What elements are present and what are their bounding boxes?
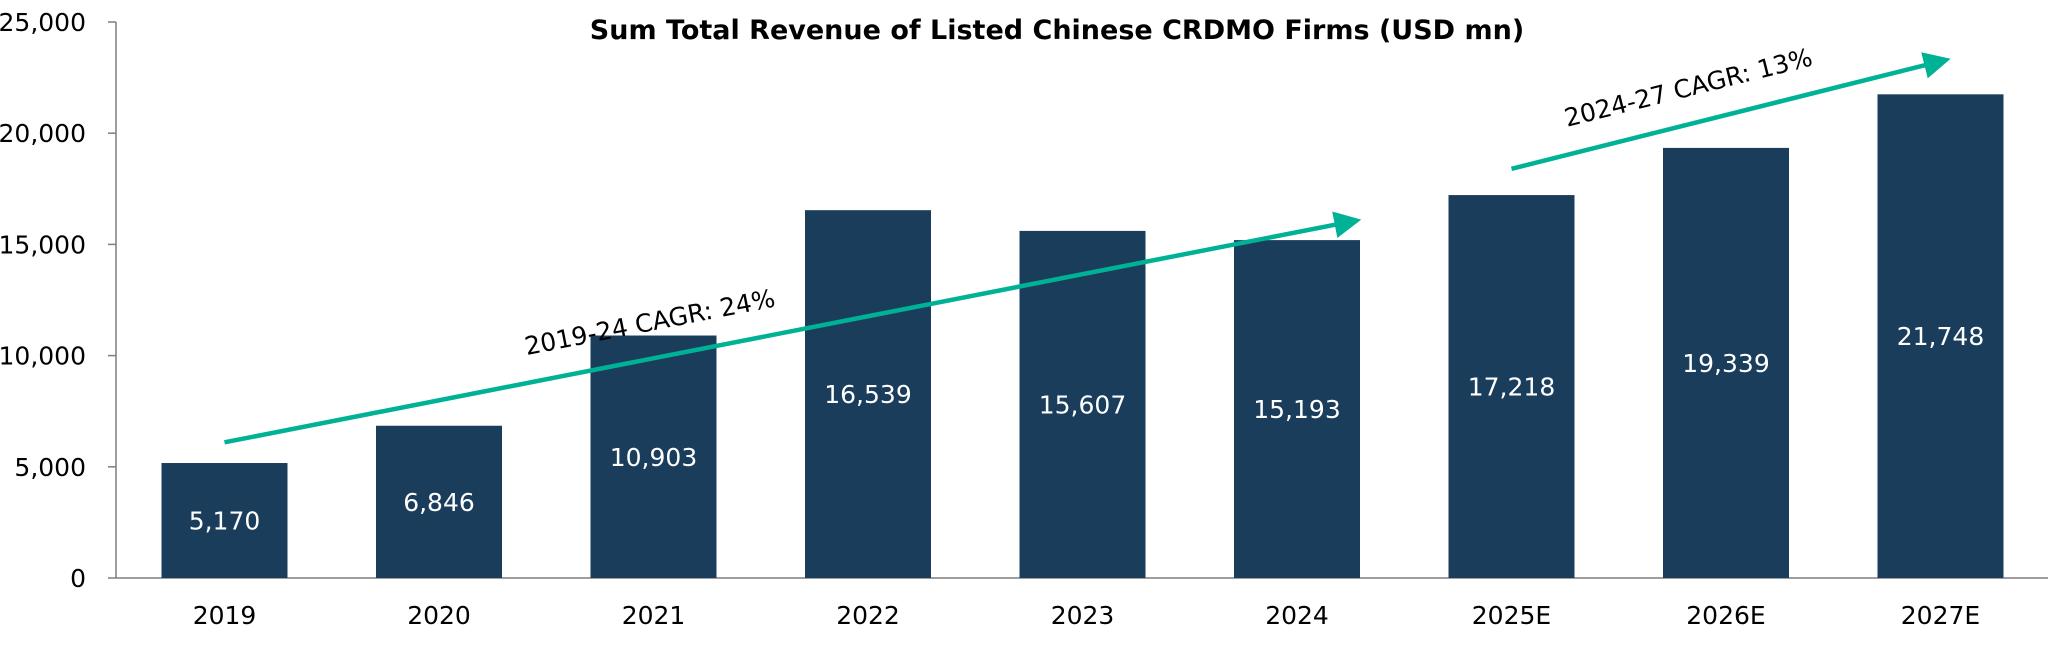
bar-data-label: 15,193 <box>1253 395 1340 424</box>
bar <box>1234 240 1360 579</box>
cagr-arrow <box>224 211 1362 445</box>
bar <box>376 425 502 578</box>
x-tick-label: 2026E <box>1686 601 1765 630</box>
y-axis: 0 5,000 10,000 15,000 20,000 25,000 <box>0 8 117 593</box>
chart-title: Sum Total Revenue of Listed Chinese CRDM… <box>590 15 1524 46</box>
y-tick-label: 5,000 <box>14 453 86 482</box>
y-tick-label: 0 <box>70 564 86 593</box>
x-tick-label: 2024 <box>1265 601 1329 630</box>
y-tick-label: 15,000 <box>0 230 86 259</box>
bar-data-label: 19,339 <box>1682 349 1769 378</box>
bar <box>590 335 717 578</box>
cagr-label: 2024-27 CAGR: 13% <box>1561 43 1815 133</box>
bar-data-label: 10,903 <box>610 443 697 472</box>
bar-data-label: 17,218 <box>1468 373 1555 402</box>
bar <box>1448 195 1575 578</box>
x-tick-label: 2020 <box>407 601 471 630</box>
x-tick-label: 2022 <box>836 601 900 630</box>
x-tick-label: 2025E <box>1472 601 1551 630</box>
bar <box>1019 230 1146 578</box>
y-tick-label: 10,000 <box>0 342 86 371</box>
cagr-arrow <box>1510 52 1951 171</box>
y-tick-label: 20,000 <box>0 119 86 148</box>
bars <box>161 94 2004 579</box>
bar <box>805 210 931 578</box>
bar-data-label: 5,170 <box>189 507 261 536</box>
y-tick-label: 25,000 <box>0 8 86 37</box>
x-tick-label: 2023 <box>1051 601 1115 630</box>
x-tick-label: 2019 <box>193 601 257 630</box>
x-tick-label: 2021 <box>622 601 686 630</box>
x-axis: 2019 2020 2021 2022 2023 2024 2025E 2026E 2027E <box>116 577 2048 630</box>
bar-data-label: 6,846 <box>403 488 475 517</box>
bar-data-label: 16,539 <box>824 380 911 409</box>
bar <box>1663 147 1789 578</box>
bar <box>161 463 288 578</box>
bar-data-labels: 5,170 6,846 10,903 16,539 15,607 15,193 17,218… <box>189 322 1985 535</box>
bar-data-label: 15,607 <box>1039 390 1126 419</box>
x-tick-label: 2027E <box>1901 601 1980 630</box>
bar <box>1877 94 2004 579</box>
bar-data-label: 21,748 <box>1897 322 1984 351</box>
